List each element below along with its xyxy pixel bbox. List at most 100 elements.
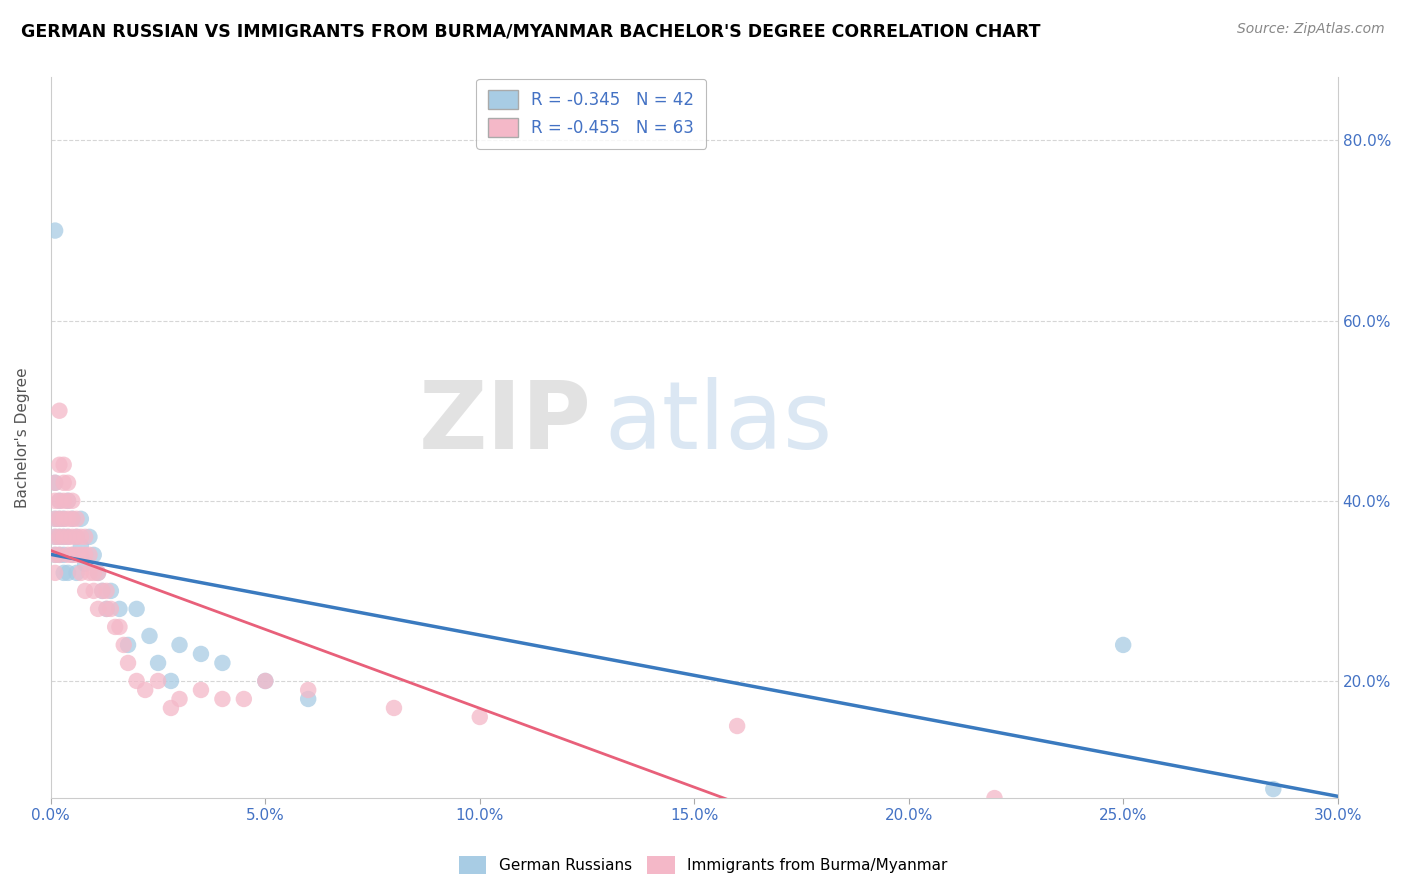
Point <box>232 692 254 706</box>
Text: Source: ZipAtlas.com: Source: ZipAtlas.com <box>1237 22 1385 37</box>
Text: atlas: atlas <box>605 377 832 469</box>
Point <box>96 583 118 598</box>
Point <box>297 692 319 706</box>
Point <box>297 683 319 698</box>
Text: ZIP: ZIP <box>419 377 592 469</box>
Point <box>56 493 79 508</box>
Point <box>44 548 66 562</box>
Point <box>190 647 212 661</box>
Point <box>44 223 66 237</box>
Point <box>108 602 131 616</box>
Point <box>87 566 110 580</box>
Point <box>83 548 105 562</box>
Point <box>65 512 87 526</box>
Point <box>70 566 93 580</box>
Point <box>44 512 66 526</box>
Point <box>48 512 70 526</box>
Text: GERMAN RUSSIAN VS IMMIGRANTS FROM BURMA/MYANMAR BACHELOR'S DEGREE CORRELATION CH: GERMAN RUSSIAN VS IMMIGRANTS FROM BURMA/… <box>21 22 1040 40</box>
Point <box>169 692 191 706</box>
Point <box>44 548 66 562</box>
Point <box>48 458 70 472</box>
Point <box>75 530 97 544</box>
Point <box>52 530 75 544</box>
Point <box>52 475 75 490</box>
Point <box>70 548 93 562</box>
Point <box>44 566 66 580</box>
Point <box>100 602 122 616</box>
Point <box>52 530 75 544</box>
Point <box>56 530 79 544</box>
Point <box>254 673 277 688</box>
Point <box>108 620 131 634</box>
Point <box>56 475 79 490</box>
Point <box>56 530 79 544</box>
Point <box>44 530 66 544</box>
Point <box>70 539 93 553</box>
Point <box>60 548 83 562</box>
Legend: R = -0.345   N = 42, R = -0.455   N = 63: R = -0.345 N = 42, R = -0.455 N = 63 <box>477 78 706 149</box>
Point <box>52 512 75 526</box>
Point <box>160 701 183 715</box>
Point <box>117 638 139 652</box>
Point <box>60 493 83 508</box>
Point <box>52 458 75 472</box>
Point <box>70 530 93 544</box>
Point <box>79 566 101 580</box>
Point <box>87 566 110 580</box>
Point <box>56 548 79 562</box>
Point <box>211 692 233 706</box>
Point <box>44 475 66 490</box>
Point <box>52 493 75 508</box>
Point <box>169 638 191 652</box>
Point <box>160 673 183 688</box>
Point <box>1263 782 1285 797</box>
Point <box>52 548 75 562</box>
Point <box>52 512 75 526</box>
Point <box>382 701 405 715</box>
Point <box>65 530 87 544</box>
Point <box>83 583 105 598</box>
Point <box>146 656 169 670</box>
Point <box>48 493 70 508</box>
Point <box>254 673 277 688</box>
Point <box>1112 638 1135 652</box>
Point <box>725 719 748 733</box>
Point <box>48 548 70 562</box>
Point <box>79 548 101 562</box>
Point <box>125 602 148 616</box>
Point <box>65 566 87 580</box>
Point <box>56 512 79 526</box>
Point <box>75 548 97 562</box>
Point <box>91 583 114 598</box>
Point <box>100 583 122 598</box>
Legend: German Russians, Immigrants from Burma/Myanmar: German Russians, Immigrants from Burma/M… <box>453 850 953 880</box>
Point <box>96 602 118 616</box>
Point <box>60 512 83 526</box>
Point <box>48 548 70 562</box>
Point <box>65 548 87 562</box>
Point <box>44 493 66 508</box>
Point <box>48 512 70 526</box>
Point <box>983 791 1005 805</box>
Point <box>48 493 70 508</box>
Point <box>91 583 114 598</box>
Point <box>44 512 66 526</box>
Point <box>70 512 93 526</box>
Point <box>75 557 97 571</box>
Point <box>52 566 75 580</box>
Point <box>44 475 66 490</box>
Point <box>112 638 135 652</box>
Point <box>75 583 97 598</box>
Point <box>87 602 110 616</box>
Point <box>138 629 160 643</box>
Point <box>468 710 491 724</box>
Point <box>60 512 83 526</box>
Point <box>60 530 83 544</box>
Point <box>44 530 66 544</box>
Point <box>60 548 83 562</box>
Point <box>48 403 70 417</box>
Point <box>211 656 233 670</box>
Point <box>48 530 70 544</box>
Point <box>125 673 148 688</box>
Point <box>79 530 101 544</box>
